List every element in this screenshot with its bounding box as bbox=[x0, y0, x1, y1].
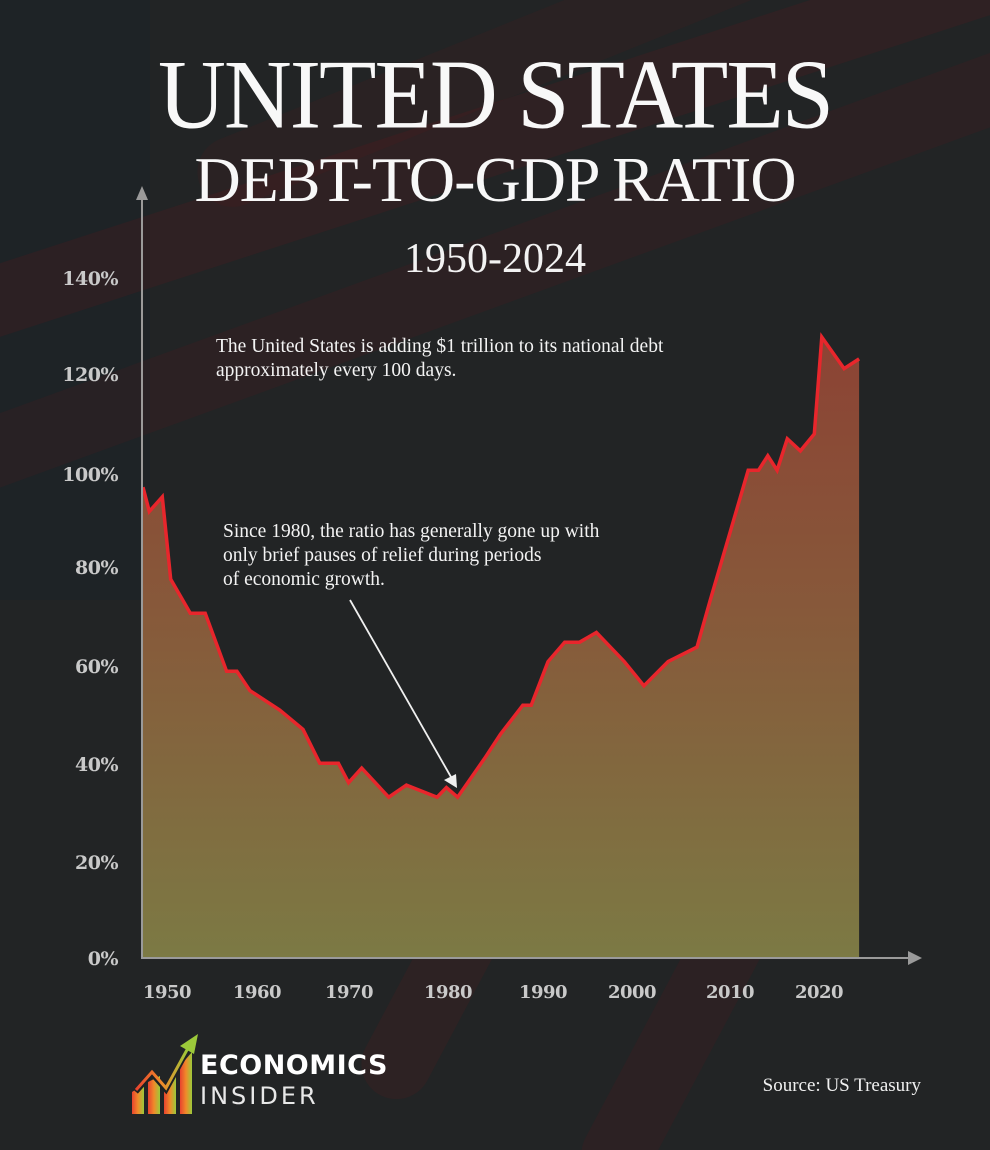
x-tick-label: 2010 bbox=[705, 982, 755, 1003]
y-tick-label: 120% bbox=[62, 364, 118, 386]
y-tick-label: 40% bbox=[75, 754, 119, 776]
annotation-arrow bbox=[349, 599, 457, 788]
chart-subtitle: DEBT-TO-GDP RATIO bbox=[194, 144, 796, 215]
annotation-line: only brief pauses of relief during perio… bbox=[223, 545, 542, 566]
x-tick-label: 2000 bbox=[607, 982, 657, 1003]
area-fill bbox=[143, 337, 860, 958]
annotation-since-1980: Since 1980, the ratio has generally gone… bbox=[223, 520, 599, 592]
y-tick-label: 140% bbox=[62, 268, 118, 290]
economics-insider-logo: ECONOMICS INSIDER bbox=[130, 1032, 400, 1117]
x-tick-label: 1980 bbox=[423, 982, 473, 1003]
plot-area bbox=[141, 332, 861, 958]
x-axis-arrow-icon bbox=[908, 951, 922, 965]
annotation-line: of economic growth. bbox=[223, 569, 385, 590]
x-tick-label: 1960 bbox=[232, 982, 282, 1003]
data-line bbox=[141, 332, 861, 800]
annotation-arrow-line bbox=[349, 599, 452, 778]
x-tick-label: 1990 bbox=[518, 982, 568, 1003]
logo-text-insider: INSIDER bbox=[200, 1082, 319, 1110]
x-tick-label: 1970 bbox=[324, 982, 374, 1003]
arrowhead-icon bbox=[444, 774, 457, 788]
logo-text-economics: ECONOMICS bbox=[200, 1050, 388, 1081]
chart-date-range: 1950-2024 bbox=[404, 236, 586, 282]
annotation-debt-pace: The United States is adding $1 trillion … bbox=[216, 335, 663, 383]
source-credit: Source: US Treasury bbox=[762, 1075, 921, 1096]
x-tick-label: 1950 bbox=[142, 982, 192, 1003]
x-tick-label: 2020 bbox=[794, 982, 844, 1003]
x-axis bbox=[141, 951, 922, 965]
annotation-line: The United States is adding $1 trillion … bbox=[216, 336, 664, 357]
y-tick-label: 80% bbox=[75, 557, 119, 579]
y-tick-label: 20% bbox=[75, 852, 119, 874]
y-tick-label: 60% bbox=[75, 656, 119, 678]
y-tick-label: 100% bbox=[62, 464, 118, 486]
logo-bars-arrow-icon bbox=[132, 1034, 198, 1114]
y-axis bbox=[136, 186, 148, 958]
annotation-line: approximately every 100 days. bbox=[216, 360, 457, 381]
annotation-line: Since 1980, the ratio has generally gone… bbox=[223, 521, 600, 542]
y-axis-arrow-icon bbox=[136, 186, 148, 200]
y-tick-label: 0% bbox=[87, 948, 119, 970]
chart-title: UNITED STATES bbox=[157, 40, 834, 150]
